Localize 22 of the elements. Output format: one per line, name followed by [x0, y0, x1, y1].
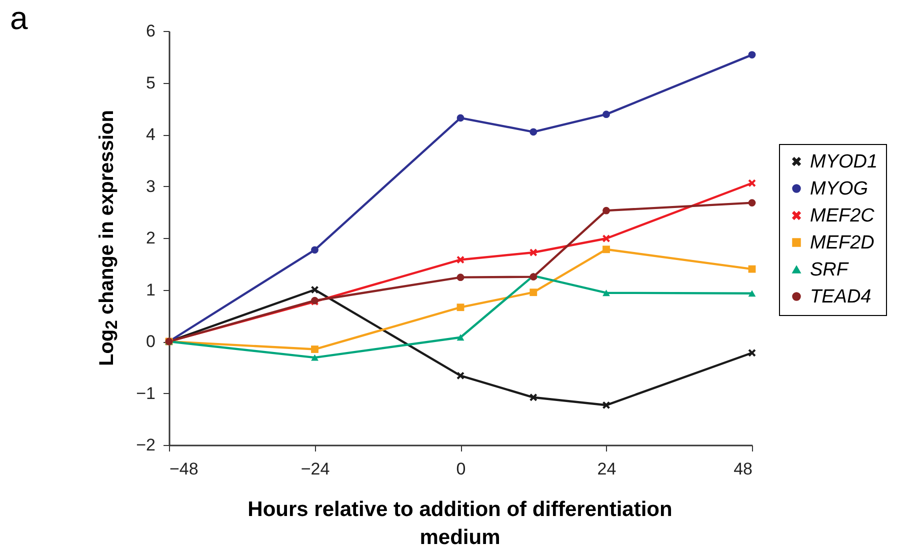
- legend-label: MYOG: [810, 178, 868, 200]
- legend-label: MEF2D: [810, 232, 875, 254]
- x-tick-label: 48: [734, 460, 752, 478]
- y-tick-label: 3: [146, 176, 156, 196]
- legend-label: MEF2C: [810, 206, 875, 226]
- legend-label: TEAD4: [810, 286, 872, 308]
- x-tick-label: −48: [170, 460, 198, 478]
- x-tick-label: 0: [456, 460, 466, 478]
- y-tick-label: 4: [146, 125, 156, 144]
- text: a: [10, 0, 28, 37]
- y-tick-label: 1: [146, 280, 156, 300]
- y-tick-label: 0: [146, 332, 156, 351]
- x-tick-label: −24: [300, 460, 330, 478]
- legend-label: MYOD1: [810, 152, 878, 172]
- y-tick-label: −2: [136, 436, 156, 454]
- y-tick-label: 6: [146, 22, 156, 40]
- y-tick-label: 2: [146, 228, 156, 248]
- x-axis-title: Hours relative to addition of differentiation medium: [246, 497, 674, 551]
- y-tick-label: 5: [146, 73, 156, 92]
- x-tick-label: 24: [597, 460, 616, 478]
- legend-label: SRF: [810, 260, 850, 280]
- y-tick-label: −1: [136, 384, 156, 403]
